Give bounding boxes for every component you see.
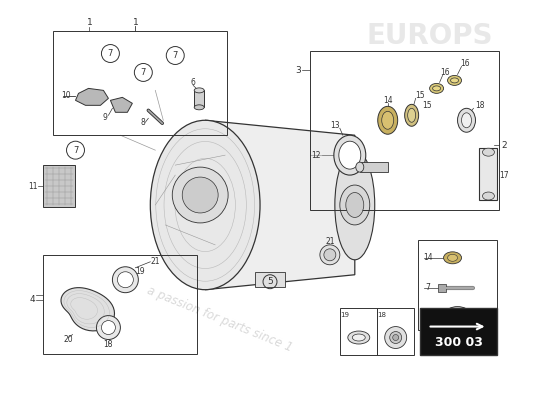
Ellipse shape (334, 135, 366, 175)
Bar (255, 272, 285, 287)
Text: 6: 6 (191, 78, 196, 87)
Text: 21: 21 (325, 237, 334, 246)
Circle shape (182, 177, 218, 213)
Text: 300 03: 300 03 (434, 336, 482, 349)
Bar (420, 308, 497, 356)
Ellipse shape (443, 252, 461, 264)
Text: 7: 7 (425, 283, 430, 292)
Text: 14: 14 (383, 96, 393, 105)
Text: 18: 18 (475, 101, 484, 110)
Circle shape (112, 267, 139, 293)
Text: 1: 1 (133, 18, 138, 27)
Ellipse shape (458, 108, 476, 132)
Text: 16: 16 (460, 59, 469, 68)
Text: 13: 13 (330, 121, 340, 130)
Ellipse shape (482, 192, 494, 200)
Text: 9: 9 (103, 113, 108, 122)
Bar (377, 308, 414, 356)
Ellipse shape (448, 76, 461, 85)
Text: 17: 17 (499, 170, 509, 180)
Ellipse shape (353, 334, 365, 341)
Circle shape (393, 334, 399, 340)
Text: 3: 3 (295, 66, 301, 75)
Text: 15: 15 (415, 91, 425, 100)
Ellipse shape (408, 108, 416, 122)
Text: 15: 15 (422, 101, 431, 110)
Bar (438, 284, 446, 292)
Ellipse shape (348, 331, 370, 344)
Text: 18: 18 (377, 312, 386, 318)
Ellipse shape (482, 148, 494, 156)
Text: 20: 20 (64, 335, 73, 344)
Text: 5: 5 (267, 277, 273, 286)
Polygon shape (111, 97, 133, 112)
Text: EUROPS: EUROPS (366, 22, 493, 50)
Circle shape (324, 249, 336, 261)
Polygon shape (61, 288, 114, 331)
Text: 19: 19 (340, 312, 349, 318)
Bar (42, 165, 74, 207)
Ellipse shape (450, 78, 459, 83)
Text: 12: 12 (311, 151, 321, 160)
Text: 18: 18 (103, 340, 113, 349)
Text: 8: 8 (141, 118, 146, 127)
Ellipse shape (382, 111, 394, 129)
Text: 1: 1 (86, 18, 92, 27)
Text: 4: 4 (30, 295, 35, 304)
Circle shape (390, 332, 402, 344)
Polygon shape (205, 120, 355, 290)
Bar (310, 50, 499, 210)
Ellipse shape (356, 162, 364, 172)
Ellipse shape (335, 150, 375, 260)
Text: 5: 5 (425, 309, 430, 318)
Bar (194, 90, 204, 107)
Ellipse shape (346, 192, 364, 218)
Text: a passion for parts since 1: a passion for parts since 1 (146, 284, 295, 355)
Ellipse shape (430, 84, 443, 93)
Ellipse shape (433, 86, 441, 91)
Text: 7: 7 (73, 146, 78, 155)
Text: 19: 19 (135, 267, 145, 276)
Text: 16: 16 (440, 68, 449, 77)
Text: 7: 7 (141, 68, 146, 77)
Polygon shape (75, 88, 108, 105)
Text: 14: 14 (423, 253, 432, 262)
Text: 10: 10 (60, 91, 70, 100)
Bar (417, 240, 497, 330)
Ellipse shape (339, 141, 361, 169)
Circle shape (101, 320, 116, 334)
Ellipse shape (194, 105, 204, 110)
Bar (360, 162, 388, 172)
Bar (53, 30, 227, 135)
Text: 7: 7 (108, 49, 113, 58)
Ellipse shape (446, 307, 470, 320)
Circle shape (172, 167, 228, 223)
Ellipse shape (194, 88, 204, 93)
Ellipse shape (448, 254, 458, 261)
Text: 2: 2 (502, 141, 507, 150)
Bar (340, 308, 377, 356)
Text: 7: 7 (173, 51, 178, 60)
Ellipse shape (150, 120, 260, 290)
Circle shape (117, 272, 133, 288)
Bar (42, 255, 197, 354)
Ellipse shape (461, 113, 471, 128)
Circle shape (384, 326, 406, 348)
Ellipse shape (405, 104, 419, 126)
Ellipse shape (340, 185, 370, 225)
Ellipse shape (378, 106, 398, 134)
Text: 11: 11 (28, 182, 37, 190)
Bar (480, 148, 497, 200)
Circle shape (96, 316, 120, 340)
Circle shape (320, 245, 340, 265)
Ellipse shape (450, 310, 465, 317)
Text: 21: 21 (151, 257, 160, 266)
